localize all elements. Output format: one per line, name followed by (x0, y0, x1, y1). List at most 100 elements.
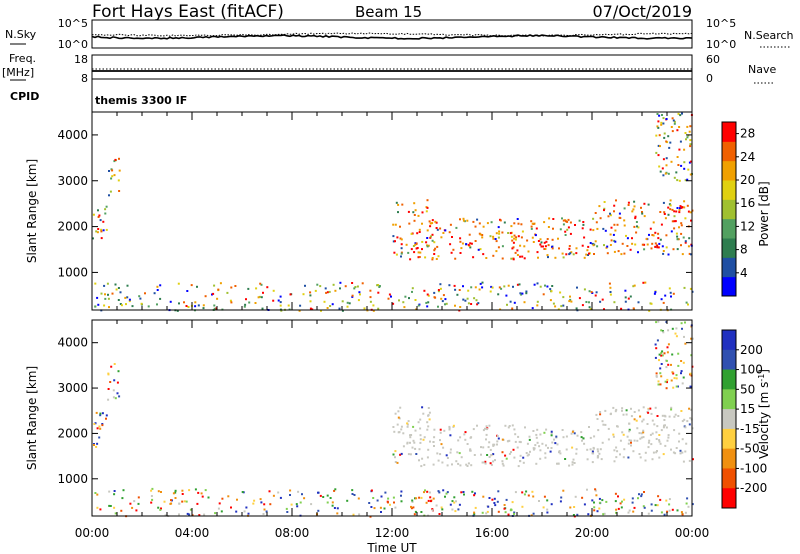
data-point (472, 220, 475, 223)
beam-title: Beam 15 (355, 3, 422, 21)
data-point (530, 514, 533, 517)
data-point (523, 301, 526, 304)
data-point (510, 257, 513, 260)
data-point (672, 372, 675, 375)
data-point (481, 281, 484, 284)
data-point (418, 231, 421, 233)
data-point (411, 446, 414, 449)
data-point (117, 287, 120, 289)
data-point (520, 223, 523, 226)
data-point (523, 493, 526, 496)
data-point (596, 418, 599, 420)
data-point (609, 291, 612, 293)
nsearch-tick-top: 10^5 (706, 17, 736, 30)
data-point (631, 210, 634, 213)
data-point (546, 508, 549, 511)
data-point (643, 243, 646, 246)
data-point (339, 281, 342, 284)
data-point (649, 433, 652, 436)
data-point (613, 210, 615, 213)
data-point (95, 411, 98, 414)
data-point (317, 509, 320, 512)
data-point (614, 500, 617, 503)
data-point (627, 297, 630, 300)
data-point (581, 244, 584, 247)
data-point (202, 304, 205, 307)
data-point (98, 214, 101, 217)
data-point (665, 157, 668, 160)
velocity-scatter (93, 320, 694, 518)
data-point (688, 459, 691, 462)
data-point (654, 231, 657, 234)
data-point (522, 461, 525, 464)
data-point (593, 435, 596, 438)
colorbar-segment (722, 257, 736, 278)
data-point (457, 508, 460, 511)
data-point (414, 447, 417, 450)
data-point (114, 283, 117, 286)
data-point (361, 282, 364, 285)
data-point (491, 498, 494, 501)
data-point (575, 452, 578, 455)
data-point (615, 456, 618, 459)
data-point (669, 291, 672, 294)
data-point (647, 411, 650, 414)
data-point (215, 307, 218, 310)
data-point (535, 462, 538, 465)
data-point (539, 457, 542, 460)
data-point (520, 293, 523, 296)
data-point (220, 510, 223, 513)
data-point (121, 497, 124, 500)
data-point (486, 510, 489, 513)
data-point (140, 302, 143, 305)
data-point (689, 372, 692, 375)
data-point (606, 245, 609, 248)
data-point (628, 422, 631, 425)
data-point (603, 209, 605, 212)
data-point (400, 238, 403, 241)
data-point (150, 495, 153, 497)
data-point (156, 285, 159, 288)
data-point (603, 512, 606, 515)
data-point (185, 305, 188, 307)
data-point (501, 231, 504, 234)
data-point (159, 284, 162, 287)
data-point (640, 206, 642, 209)
data-point (507, 513, 510, 516)
data-point (415, 247, 418, 250)
data-point (309, 300, 312, 303)
data-point (482, 461, 485, 464)
data-point (573, 506, 576, 508)
data-point (598, 507, 601, 510)
data-point (122, 489, 125, 492)
data-point (659, 170, 662, 173)
data-point (665, 499, 668, 502)
data-point (610, 239, 613, 242)
data-point (557, 462, 560, 465)
data-point (623, 448, 626, 451)
data-point (564, 230, 567, 233)
data-point (527, 453, 530, 456)
data-point (339, 287, 341, 290)
data-point (108, 306, 110, 309)
data-point (677, 364, 680, 367)
data-point (625, 409, 628, 412)
data-point (415, 497, 418, 500)
data-point (550, 503, 553, 506)
data-point (194, 488, 197, 491)
data-point (392, 496, 395, 499)
data-point (671, 353, 674, 356)
data-point (654, 406, 657, 409)
data-point (637, 409, 640, 412)
colorbar-tick-label: -50 (740, 442, 760, 456)
data-point (431, 509, 434, 512)
power-scatter (92, 112, 694, 312)
data-point (635, 221, 638, 223)
data-point (651, 234, 654, 236)
data-point (497, 510, 500, 513)
data-point (482, 495, 485, 498)
data-point (441, 300, 444, 303)
nsky-label: N.Sky (5, 28, 37, 41)
data-point (561, 252, 564, 255)
data-point (595, 413, 598, 416)
